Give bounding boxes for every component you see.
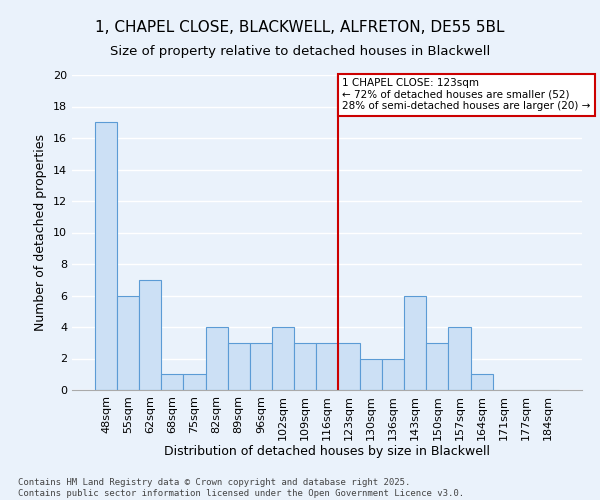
Bar (448, 327, 470, 390)
Bar (427, 343, 448, 390)
Text: Size of property relative to detached houses in Blackwell: Size of property relative to detached ho… (110, 45, 490, 58)
Bar (184, 374, 206, 390)
Bar (206, 327, 227, 390)
Bar (382, 358, 404, 390)
Text: 1 CHAPEL CLOSE: 123sqm
← 72% of detached houses are smaller (52)
28% of semi-det: 1 CHAPEL CLOSE: 123sqm ← 72% of detached… (343, 78, 591, 112)
X-axis label: Distribution of detached houses by size in Blackwell: Distribution of detached houses by size … (164, 446, 490, 458)
Bar (117, 296, 139, 390)
Bar (360, 358, 382, 390)
Bar (272, 327, 294, 390)
Bar (139, 280, 161, 390)
Bar (250, 343, 272, 390)
Text: 1, CHAPEL CLOSE, BLACKWELL, ALFRETON, DE55 5BL: 1, CHAPEL CLOSE, BLACKWELL, ALFRETON, DE… (95, 20, 505, 35)
Bar (316, 343, 338, 390)
Bar (404, 296, 427, 390)
Text: Contains HM Land Registry data © Crown copyright and database right 2025.
Contai: Contains HM Land Registry data © Crown c… (18, 478, 464, 498)
Bar (338, 343, 360, 390)
Bar (470, 374, 493, 390)
Bar (95, 122, 117, 390)
Bar (227, 343, 250, 390)
Y-axis label: Number of detached properties: Number of detached properties (34, 134, 47, 331)
Bar (294, 343, 316, 390)
Bar (161, 374, 184, 390)
